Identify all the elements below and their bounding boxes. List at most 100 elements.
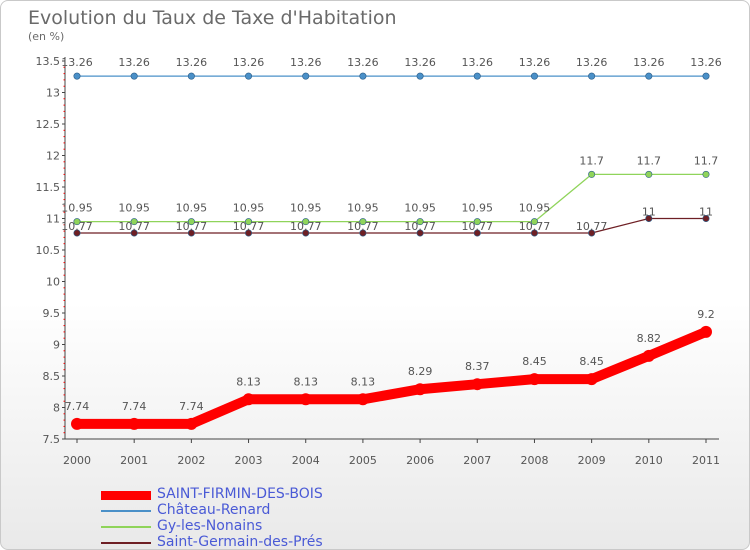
data-point [73,229,81,237]
data-label: 11 [642,206,656,219]
data-label: 10.95 [176,202,208,215]
data-point [128,417,141,430]
data-label: 13.26 [233,56,265,69]
data-point [245,72,253,80]
data-label: 10.77 [519,220,551,233]
data-point [645,215,653,223]
data-label: 7.74 [65,400,90,413]
data-label: 10.95 [290,202,322,215]
data-label: 10.95 [233,202,265,215]
series-line [76,217,707,234]
y-tick-label: 12 [46,150,60,163]
x-tick-label: 2006 [406,454,434,467]
data-label: 10.95 [462,202,494,215]
data-point [302,72,310,80]
data-point [299,393,312,406]
legend-label: SAINT-FIRMIN-DES-BOIS [157,486,323,502]
data-label: 10.77 [118,220,150,233]
data-point [416,229,424,237]
data-label: 10.95 [118,202,150,215]
data-label: 11 [699,206,713,219]
data-point [130,72,138,80]
data-point [642,349,655,362]
data-point [473,229,481,237]
data-label: 8.13 [351,375,376,388]
chart-title: Evolution du Taux de Taxe d'Habitation [28,7,397,29]
data-label: 8.29 [408,365,433,378]
data-label: 10.77 [61,220,93,233]
data-point [585,373,598,386]
data-label: 8.13 [236,375,261,388]
y-tick-label: 10.5 [36,244,61,257]
series-line [72,326,711,429]
data-point [242,393,255,406]
data-point [528,373,541,386]
data-point [359,229,367,237]
data-point [416,72,424,80]
legend-label: Château-Renard [157,502,271,518]
data-point [187,72,195,80]
data-label: 10.77 [176,220,208,233]
data-label: 13.26 [404,56,436,69]
data-point [130,218,138,226]
data-label: 9.2 [697,308,715,321]
data-point [702,215,710,223]
x-tick-label: 2005 [349,454,377,467]
data-point [73,72,81,80]
data-label: 8.45 [522,355,547,368]
data-label: 13.26 [176,56,208,69]
x-tick-label: 2001 [120,454,148,467]
data-label: 13.26 [519,56,551,69]
data-point [187,218,195,226]
data-point [645,170,653,178]
x-tick-label: 2011 [692,454,720,467]
data-point [471,378,484,391]
x-tick-label: 2007 [463,454,491,467]
y-tick-label: 8.5 [43,370,61,383]
legend-swatch [101,542,151,544]
data-point [416,218,424,226]
data-point [588,72,596,80]
data-point [700,325,712,338]
y-tick-label: 13 [46,87,60,100]
y-tick-label: 8 [53,402,60,415]
data-point [702,170,710,178]
legend-label: Saint-Germain-des-Prés [157,534,323,550]
data-label: 13.26 [118,56,150,69]
data-point [588,170,596,178]
data-label: 13.26 [690,56,722,69]
data-point [359,218,367,226]
data-point [588,229,596,237]
data-label: 10.77 [576,220,608,233]
legend-swatch [101,490,151,500]
y-tick-label: 9 [53,339,60,352]
data-point [130,229,138,237]
data-label: 10.95 [61,202,93,215]
data-label: 11.7 [579,154,604,167]
data-label: 13.26 [347,56,379,69]
data-label: 11.7 [694,154,719,167]
data-label: 10.77 [462,220,494,233]
data-point [302,229,310,237]
data-point [71,417,83,430]
data-point [245,218,253,226]
y-tick-label: 7.5 [43,433,61,446]
legend-swatch [101,510,151,512]
y-tick-label: 10 [46,276,60,289]
chart-subtitle: (en %) [28,30,65,43]
data-label: 7.74 [179,400,204,413]
data-label: 13.26 [462,56,494,69]
data-point [359,72,367,80]
series-line [76,173,707,223]
data-point [530,229,538,237]
data-label: 13.26 [576,56,608,69]
data-label: 10.95 [347,202,379,215]
y-tick-label: 12.5 [36,118,61,131]
data-point [185,417,198,430]
data-point [473,218,481,226]
data-label: 8.82 [637,332,662,345]
data-label: 10.77 [233,220,265,233]
data-label: 8.45 [579,355,604,368]
data-label: 13.26 [633,56,665,69]
